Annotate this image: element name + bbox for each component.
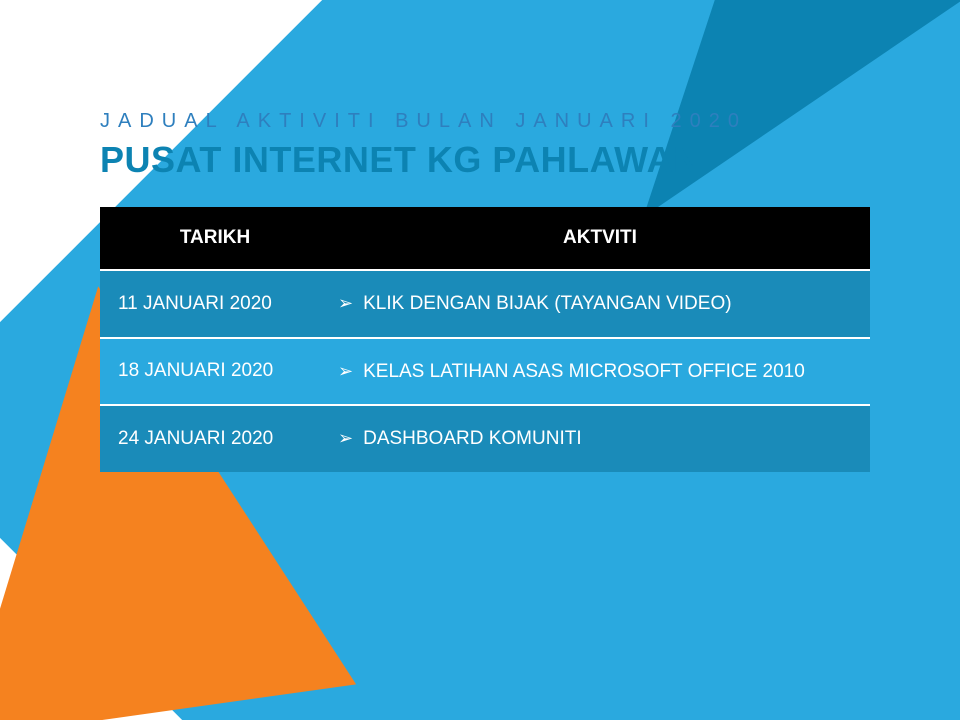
table-row: 11 JANUARI 2020 ➢ KLIK DENGAN BIJAK (TAYAN… [100,270,870,338]
date-cell: 11 JANUARI 2020 [100,270,330,338]
activity-text: KELAS LATIHAN ASAS MICROSOFT OFFICE 2010 [363,359,856,385]
date-cell: 24 JANUARI 2020 [100,405,330,472]
table-row: 18 JANUARI 2020 ➢ KELAS LATIHAN ASAS MICRO… [100,338,870,406]
activity-cell: ➢ KLIK DENGAN BIJAK (TAYANGAN VIDEO) [330,270,870,338]
activity-table: TARIKH AKTVITI 11 JANUARI 2020 ➢ KLIK DENG… [100,207,870,472]
slide-subtitle: JADUAL AKTIVITI BULAN JANUARI 2020 [100,110,960,133]
chevron-right-icon: ➢ [338,359,353,383]
activity-cell: ➢ DASHBOARD KOMUNITI [330,405,870,472]
activity-text: DASHBOARD KOMUNITI [363,426,856,452]
activity-item: ➢ KELAS LATIHAN ASAS MICROSOFT OFFICE 201… [338,359,856,385]
table-row: 24 JANUARI 2020 ➢ DASHBOARD KOMUNITI [100,405,870,472]
slide-title: PUSAT INTERNET KG PAHLAWAN [100,139,960,181]
activity-item: ➢ DASHBOARD KOMUNITI [338,426,856,452]
col-header-activity: AKTVITI [330,207,870,270]
slide-content: JADUAL AKTIVITI BULAN JANUARI 2020 PUSAT… [0,0,960,472]
activity-cell: ➢ KELAS LATIHAN ASAS MICROSOFT OFFICE 201… [330,338,870,406]
activity-text: KLIK DENGAN BIJAK (TAYANGAN VIDEO) [363,291,856,317]
date-cell: 18 JANUARI 2020 [100,338,330,406]
chevron-right-icon: ➢ [338,291,353,315]
chevron-right-icon: ➢ [338,426,353,450]
col-header-date: TARIKH [100,207,330,270]
activity-item: ➢ KLIK DENGAN BIJAK (TAYANGAN VIDEO) [338,291,856,317]
